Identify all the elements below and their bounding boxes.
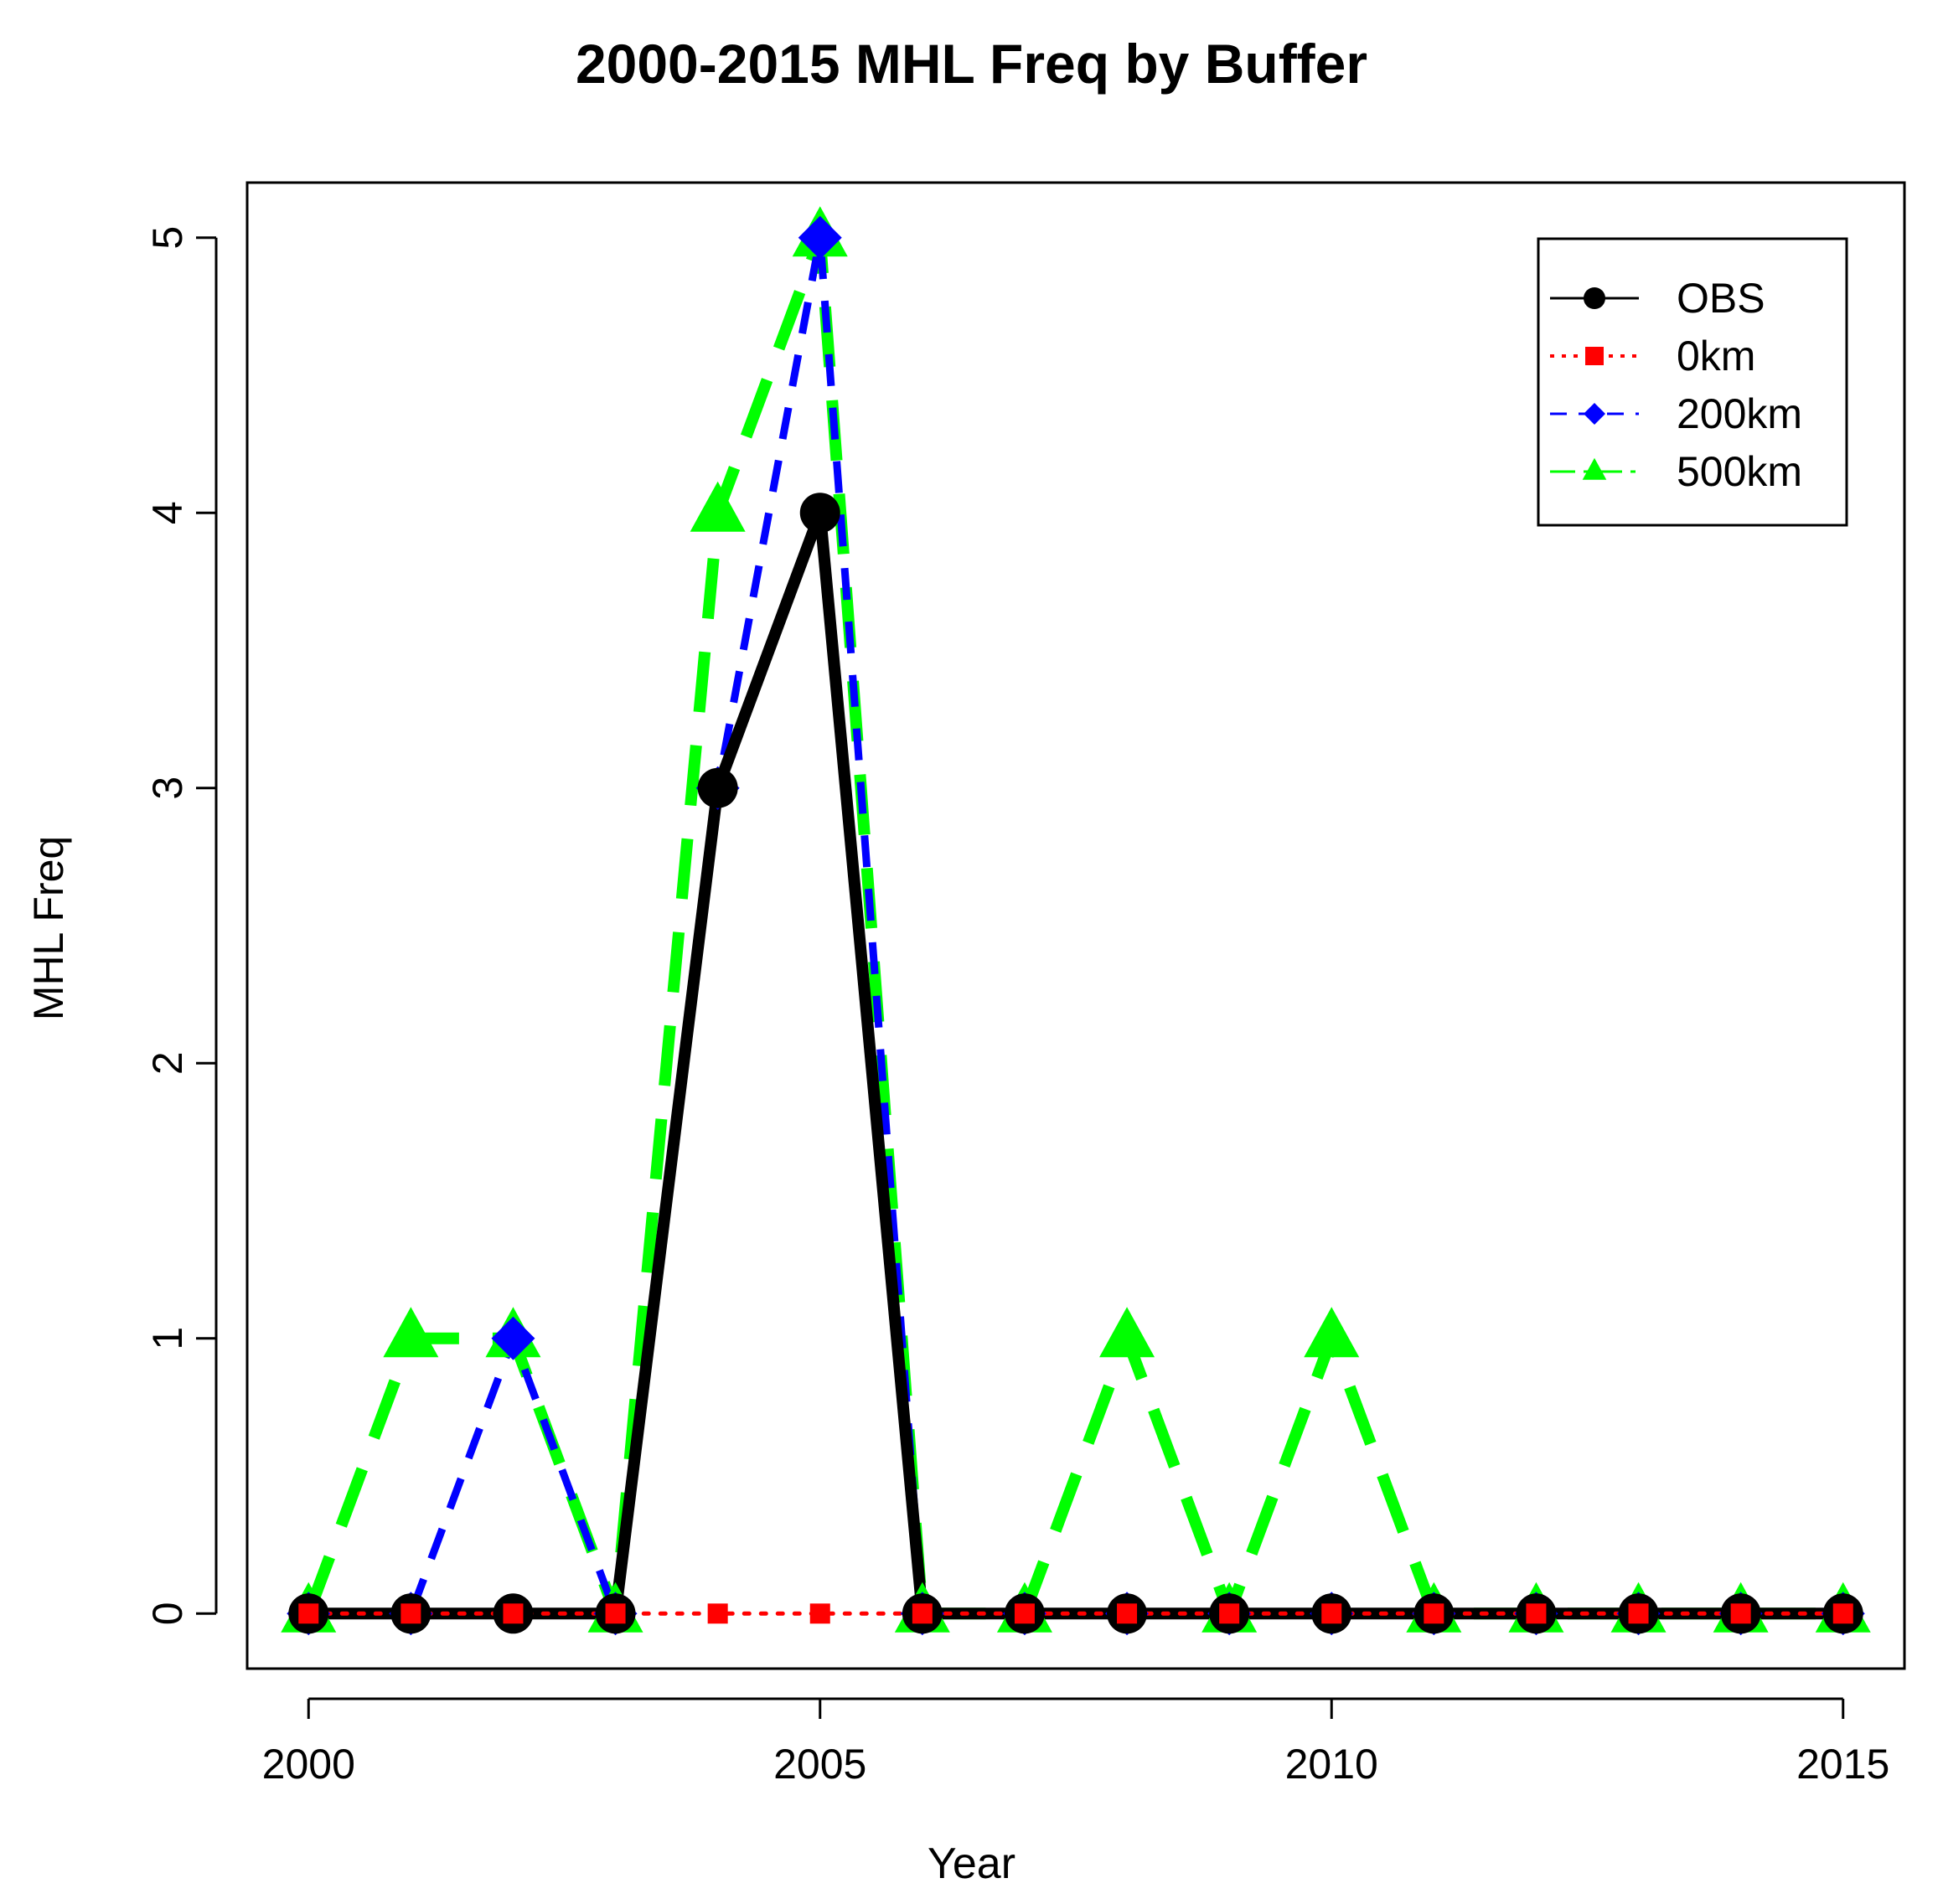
y-tick-label: 3 [144, 777, 191, 800]
data-point-0km [400, 1603, 421, 1624]
legend-marker-0km [1585, 347, 1604, 365]
data-point-0km [298, 1603, 319, 1624]
plot-frame [245, 181, 1906, 1670]
data-point-500km [1099, 1307, 1155, 1358]
legend-marker-OBS [1584, 287, 1605, 309]
data-point-0km [503, 1603, 524, 1624]
data-point-0km [707, 1603, 728, 1624]
y-tick-label: 0 [144, 1602, 191, 1625]
x-tick-label: 2000 [262, 1741, 355, 1788]
data-point-500km [383, 1307, 439, 1358]
legend-marker-200km [1584, 403, 1605, 425]
data-point-0km [605, 1603, 626, 1624]
x-tick-label: 2010 [1285, 1741, 1378, 1788]
legend-label: 0km [1677, 333, 1755, 379]
chart-title: 2000-2015 MHL Freq by Buffer [575, 33, 1368, 95]
data-point-0km [1628, 1603, 1649, 1624]
x-tick-label: 2005 [773, 1741, 866, 1788]
data-point-500km [1304, 1307, 1360, 1358]
data-point-OBS [697, 767, 738, 808]
legend-label: 200km [1677, 390, 1802, 437]
legend-marker-500km [1582, 457, 1607, 480]
y-tick-label: 5 [144, 226, 191, 250]
data-point-0km [1526, 1603, 1547, 1624]
y-tick-label: 2 [144, 1051, 191, 1075]
data-point-0km [1424, 1603, 1444, 1624]
data-point-0km [1117, 1603, 1138, 1624]
data-point-0km [1219, 1603, 1240, 1624]
data-point-0km [1730, 1603, 1751, 1624]
legend-label: OBS [1677, 275, 1765, 322]
data-point-0km [1014, 1603, 1035, 1624]
data-point-OBS [799, 493, 840, 534]
data-point-500km [690, 481, 746, 532]
series-line-OBS [308, 510, 1843, 1620]
x-tick-label: 2015 [1796, 1741, 1889, 1788]
legend-label: 500km [1677, 448, 1802, 495]
data-point-0km [1832, 1603, 1853, 1624]
data-point-200km [798, 215, 842, 260]
data-point-0km [1321, 1603, 1342, 1624]
data-point-0km [809, 1603, 830, 1624]
y-tick-label: 4 [144, 501, 191, 524]
data-point-200km [491, 1316, 535, 1360]
y-tick-label: 1 [144, 1327, 191, 1350]
x-axis-label: Year [927, 1840, 1016, 1888]
data-point-0km [912, 1603, 933, 1624]
